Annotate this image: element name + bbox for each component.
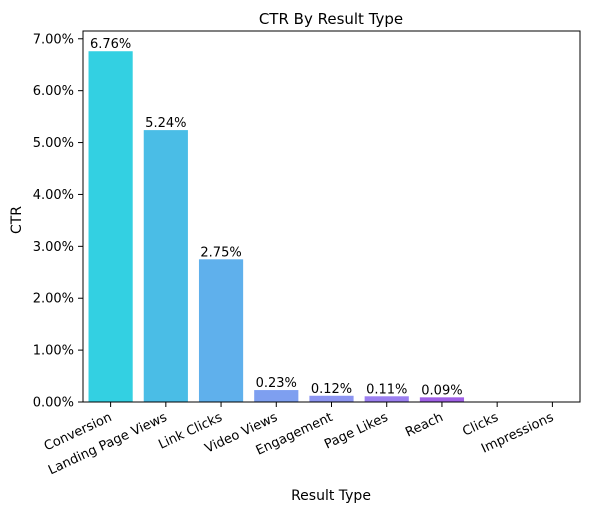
bar [198,259,244,402]
y-tick-label: 4.00% [33,188,74,203]
y-axis-label: CTR [9,206,25,234]
y-tick-label: 0.00% [33,396,74,411]
x-axis-label: Result Type [291,488,371,504]
bar [364,396,409,402]
data-label: 0.12% [311,382,352,397]
data-label: 0.23% [256,376,297,391]
data-labels: 6.76% 5.24% 2.75% 0.23% 0.12% 0.11% 0.09% [90,37,463,398]
bar [88,51,133,403]
y-tick-label: 3.00% [33,240,74,255]
y-axis: 0.00% 1.00% 2.00% 3.00% 4.00% 5.00% 6.00% 7.00% [33,32,83,411]
y-tick-label: 2.00% [33,292,74,307]
bars [88,51,465,403]
data-label: 0.09% [421,383,462,398]
data-label: 0.11% [366,382,407,397]
bar [309,395,354,402]
bar [254,390,299,402]
x-tick-label: Page Likes [322,410,390,453]
chart-title: CTR By Result Type [259,10,403,28]
data-label: 2.75% [200,245,241,260]
data-label: 5.24% [145,116,186,131]
y-tick-label: 1.00% [33,344,74,359]
data-label: 6.76% [90,37,131,52]
bar [419,397,465,402]
plot-frame [82,30,581,403]
bar [143,130,188,402]
y-tick-label: 5.00% [33,136,74,151]
y-tick-label: 7.00% [33,32,74,47]
x-tick-label: Reach [403,410,445,440]
y-tick-label: 6.00% [33,84,74,99]
